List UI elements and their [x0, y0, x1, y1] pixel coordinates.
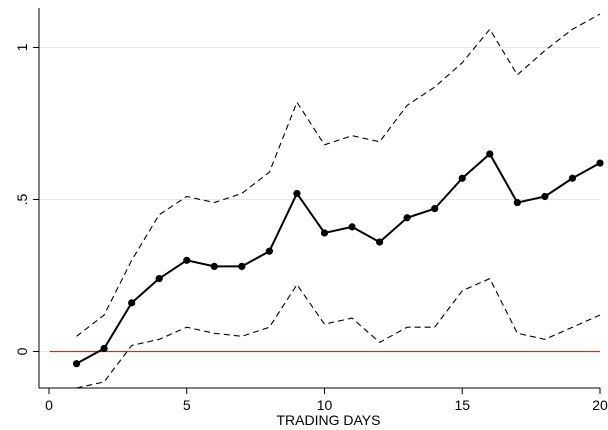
series-markers — [72, 150, 604, 368]
point-0-8 — [293, 189, 301, 198]
series-line-1 — [76, 13, 601, 337]
point-0-18 — [568, 174, 577, 182]
point-0-15 — [486, 150, 494, 158]
x-tick-label-2: 10 — [317, 397, 333, 413]
point-0-7 — [265, 247, 273, 255]
point-0-16 — [513, 198, 521, 207]
point-0-17 — [541, 192, 549, 201]
series-line-0 — [76, 152, 601, 365]
point-0-13 — [431, 205, 439, 213]
axes — [38, 8, 600, 389]
y-tick-label-2: 1 — [14, 43, 30, 51]
x-axis-ticks: 0 5 10 15 20 — [45, 388, 608, 413]
point-0-19 — [596, 159, 604, 167]
point-0-10 — [348, 223, 356, 231]
point-0-6 — [238, 262, 246, 270]
series-line-2 — [76, 278, 601, 389]
point-0-1 — [100, 344, 108, 353]
y-tick-label-1: .5 — [14, 193, 30, 205]
series-lines — [76, 13, 601, 389]
point-0-14 — [458, 174, 466, 182]
x-tick-label-0: 0 — [45, 397, 53, 413]
point-0-3 — [155, 274, 163, 283]
point-0-2 — [128, 299, 136, 307]
y-axis-ticks: 0.51 — [14, 43, 39, 355]
x-tick-label-1: 5 — [183, 397, 191, 413]
x-axis-title: TRADING DAYS — [277, 412, 381, 428]
y-tick-label-0: 0 — [14, 347, 30, 355]
x-tick-label-3: 15 — [454, 397, 470, 413]
point-0-9 — [320, 229, 329, 237]
point-0-5 — [210, 262, 218, 270]
point-0-0 — [72, 360, 81, 368]
point-0-11 — [376, 238, 384, 246]
point-0-12 — [403, 214, 411, 222]
x-tick-label-4: 20 — [592, 397, 608, 413]
point-0-4 — [183, 256, 191, 264]
